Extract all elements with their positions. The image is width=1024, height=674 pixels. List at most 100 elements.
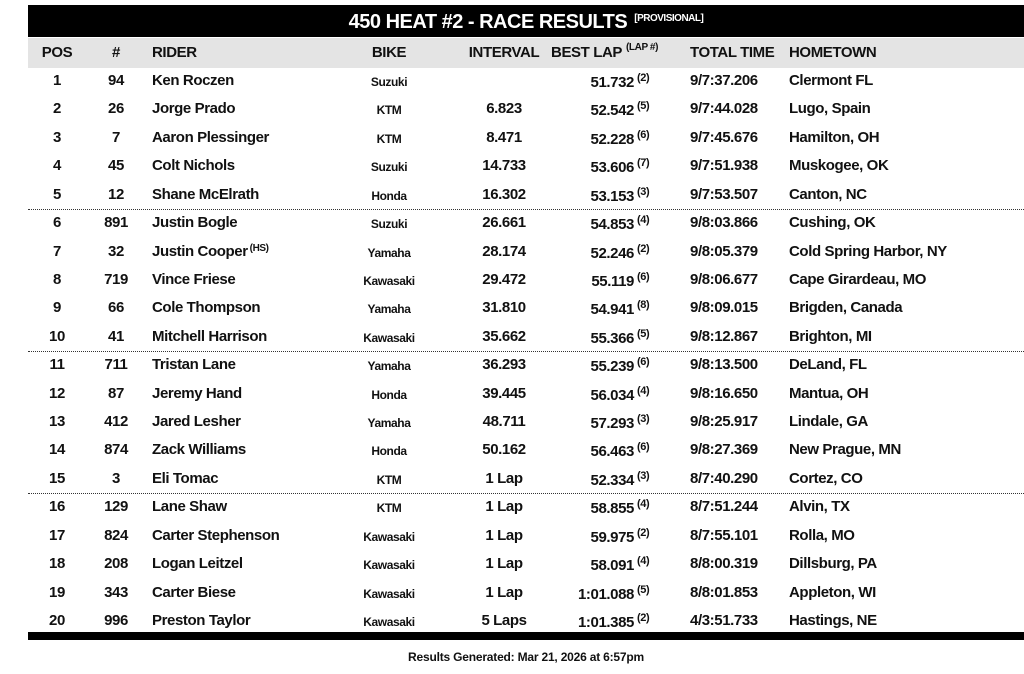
best-lap-cell: 56.463: [590, 443, 635, 461]
pos-cell: 15: [49, 469, 65, 487]
lap-cell: (5): [637, 327, 650, 340]
rider-cell: Carter Stephenson: [152, 526, 280, 546]
num-cell: 87: [108, 384, 124, 402]
rider-name: Zack Williams: [152, 441, 246, 459]
rider-cell: Jared Lesher: [152, 412, 241, 432]
interval-cell: 29.472: [482, 270, 526, 288]
interval-cell: 1 Lap: [485, 583, 523, 601]
lap-cell: (4): [637, 384, 650, 397]
interval-cell: 28.174: [482, 242, 526, 260]
hometown-cell: Cushing, OK: [789, 214, 876, 232]
footer: Results Generated: Mar 21, 2026 at 6:57p…: [408, 650, 644, 664]
num-cell: 94: [108, 72, 124, 89]
total-time-cell: 9/8:16.650: [690, 384, 758, 402]
group-separator: [28, 208, 1024, 210]
best-lap-cell: 1:01.088: [577, 585, 634, 603]
bike-cell: Yamaha: [367, 416, 411, 431]
total-time-cell: 9/7:45.676: [690, 128, 758, 146]
lap-cell: (2): [637, 526, 650, 539]
best-lap-cell: 58.091: [590, 557, 635, 575]
total-time-cell: 9/8:03.866: [690, 214, 758, 232]
lap-cell: (8): [637, 299, 650, 312]
hometown-cell: Hamilton, OH: [789, 128, 880, 146]
pos-cell: 5: [53, 185, 61, 203]
interval-cell: 1 Lap: [485, 555, 523, 573]
total-time-cell: 8/7:51.244: [690, 498, 758, 516]
rider-note: (HS): [249, 242, 269, 254]
rider-name: Eli Tomac: [152, 469, 219, 487]
bike-cell: Suzuki: [370, 217, 408, 232]
hometown-cell: Brighton, MI: [789, 327, 872, 345]
rider-cell: Cole Thompson: [152, 298, 261, 318]
best-lap-cell: 55.119: [591, 272, 634, 290]
hometown-cell: Cortez, CO: [789, 469, 863, 487]
best-lap-cell: 54.941: [590, 301, 635, 319]
hometown-cell: Lindale, GA: [789, 413, 868, 431]
lap-cell: (6): [637, 270, 650, 283]
lap-cell: (6): [637, 441, 650, 454]
total-time-cell: 9/7:44.028: [690, 100, 758, 118]
best-lap-cell: 1:01.385: [577, 613, 634, 631]
bike-cell: Suzuki: [370, 75, 408, 89]
rider-cell: Eli Tomac: [152, 469, 219, 489]
bike-cell: KTM: [376, 501, 402, 516]
total-time-cell: 9/8:09.015: [690, 299, 758, 317]
bike-cell: Honda: [371, 444, 407, 459]
hometown-cell: Muskogee, OK: [789, 157, 889, 175]
num-cell: 412: [104, 413, 128, 431]
num-cell: 12: [108, 185, 124, 203]
num-cell: 208: [104, 555, 128, 573]
num-cell: 824: [104, 526, 128, 544]
interval-cell: 1 Lap: [485, 469, 523, 487]
bike-cell: Kawasaki: [363, 558, 415, 573]
rider-cell: Jeremy Hand: [152, 384, 242, 404]
hometown-cell: Lugo, Spain: [789, 100, 871, 118]
bike-cell: KTM: [376, 472, 402, 487]
bike-cell: Kawasaki: [363, 529, 415, 544]
lap-header: (LAP #): [626, 42, 659, 53]
rider-name: Jeremy Hand: [152, 384, 242, 402]
rider-cell: Ken Roczen: [152, 71, 234, 91]
pos-cell: 13: [49, 413, 65, 431]
title: 450 HEAT #2 - RACE RESULTS [PROVISIONAL]: [28, 5, 1024, 37]
rider-name: Tristan Lane: [152, 356, 236, 374]
title-bar: [28, 5, 1024, 37]
rider-cell: Justin Bogle: [152, 213, 238, 233]
best-lap-cell: 55.239: [590, 358, 635, 376]
bike-cell: Yamaha: [367, 245, 411, 260]
lap-cell: (3): [637, 185, 650, 198]
rider-name: Jared Lesher: [152, 413, 241, 431]
total-time-cell: 4/3:51.733: [690, 611, 758, 629]
hometown-cell: Clermont FL: [789, 72, 873, 89]
pos-cell: 12: [49, 384, 65, 402]
best-lap-cell: 53.153: [590, 187, 635, 205]
interval-cell: 26.661: [482, 214, 526, 232]
title-text: 450 HEAT #2 - RACE RESULTS: [348, 11, 628, 33]
interval-cell: 39.445: [482, 384, 526, 402]
rider-name: Carter Stephenson: [152, 526, 280, 544]
hometown-cell: New Prague, MN: [789, 441, 901, 459]
pos-cell: 7: [53, 242, 61, 260]
interval-cell: 36.293: [482, 356, 526, 374]
best-lap-cell: 54.853: [590, 216, 635, 234]
bike-cell: Suzuki: [370, 160, 408, 175]
bike-cell: Kawasaki: [363, 330, 415, 345]
best-lap-cell: 51.732: [590, 74, 635, 91]
rider-name: Ken Roczen: [152, 72, 234, 89]
rider-name: Vince Friese: [152, 270, 236, 288]
total-time-cell: 9/8:06.677: [690, 270, 758, 288]
num-cell: 7: [112, 128, 120, 146]
hometown-cell: Mantua, OH: [789, 384, 869, 402]
rider-cell: Shane McElrath: [152, 185, 259, 205]
total-time-cell: 9/8:12.867: [690, 327, 758, 345]
interval-cell: 1 Lap: [485, 526, 523, 544]
best-lap-cell: 58.855: [590, 500, 635, 518]
rider-name: Justin Bogle: [152, 214, 238, 232]
total-time-cell: 9/7:53.507: [690, 185, 758, 203]
group-separator: [28, 350, 1024, 352]
hometown-cell: Canton, NC: [789, 185, 867, 203]
pos-cell: 4: [53, 157, 61, 175]
total-time-cell: 8/7:55.101: [690, 526, 758, 544]
bike-cell: Kawasaki: [363, 586, 415, 601]
best-lap-cell: 52.228: [590, 130, 635, 148]
